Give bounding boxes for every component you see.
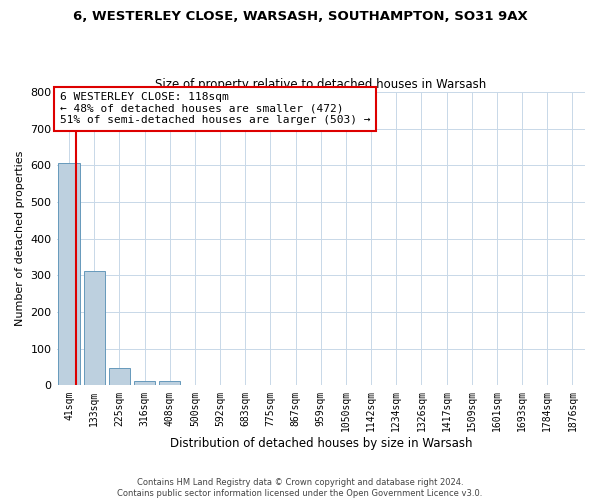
Bar [83,272,105,386]
Bar [109,368,130,386]
Text: 6 WESTERLEY CLOSE: 118sqm
← 48% of detached houses are smaller (472)
51% of semi: 6 WESTERLEY CLOSE: 118sqm ← 48% of detac… [59,92,370,126]
Title: Size of property relative to detached houses in Warsash: Size of property relative to detached ho… [155,78,487,91]
X-axis label: Distribution of detached houses by size in Warsash: Distribution of detached houses by size … [170,437,472,450]
Bar [159,380,181,386]
Bar [58,163,80,386]
Text: 6, WESTERLEY CLOSE, WARSASH, SOUTHAMPTON, SO31 9AX: 6, WESTERLEY CLOSE, WARSASH, SOUTHAMPTON… [73,10,527,23]
Text: Contains HM Land Registry data © Crown copyright and database right 2024.
Contai: Contains HM Land Registry data © Crown c… [118,478,482,498]
Y-axis label: Number of detached properties: Number of detached properties [15,151,25,326]
Bar [134,382,155,386]
